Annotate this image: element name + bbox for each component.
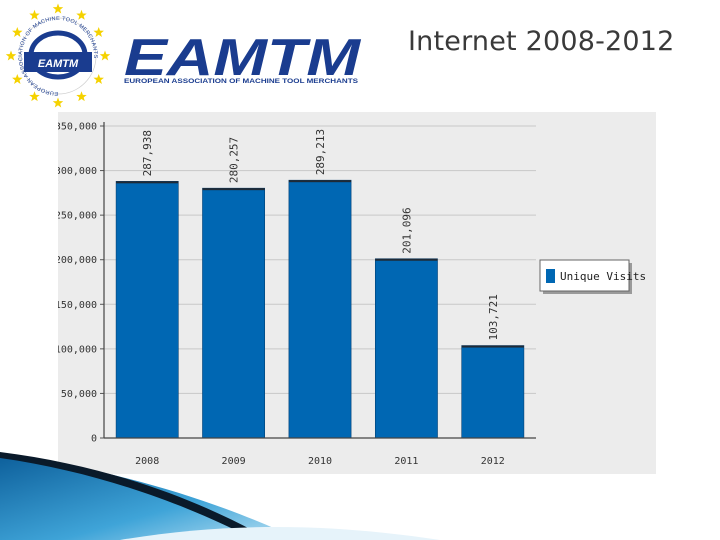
bar-value-label: 201,096 <box>400 207 413 253</box>
x-tick-label: 2011 <box>394 456 418 467</box>
x-tick-label: 2009 <box>222 456 246 467</box>
bar-2010 <box>288 179 352 439</box>
decorative-swoosh <box>0 452 440 540</box>
star-icon <box>76 9 87 20</box>
emblem-label: EAMTM <box>38 58 79 70</box>
emblem-stars <box>5 3 111 108</box>
y-tick-label: 100,000 <box>58 344 97 355</box>
star-icon <box>93 27 104 37</box>
star-icon <box>52 97 64 108</box>
star-icon <box>99 50 111 61</box>
star-icon <box>5 50 17 61</box>
y-tick-label: 150,000 <box>58 300 97 311</box>
star-icon <box>12 27 23 37</box>
logo-tagline: EUROPEAN ASSOCIATION OF MACHINE TOOL MER… <box>124 78 359 85</box>
star-icon <box>52 3 64 14</box>
y-tick-label: 0 <box>91 434 97 445</box>
bar-2011 <box>374 258 438 439</box>
bar-value-label: 287,938 <box>141 130 154 176</box>
x-axis-ticks: 2008 2009 2010 2011 2012 <box>135 456 505 467</box>
y-axis-ticks: 0 50,000 100,000 150,000 200,000 250,000 300,0… <box>58 122 104 445</box>
chart-legend: Unique Visits <box>539 259 646 294</box>
bar-value-label: 280,257 <box>228 137 241 183</box>
bar-2008 <box>115 181 179 439</box>
chart-axes <box>103 122 536 439</box>
bar-top-edge <box>116 181 179 184</box>
y-tick-label: 50,000 <box>61 389 97 400</box>
bar-top-edge <box>375 258 438 261</box>
bar-top-edge <box>288 180 352 183</box>
bar-chart: 0 50,000 100,000 150,000 200,000 250,000 300,0… <box>58 122 646 468</box>
x-tick-label: 2012 <box>481 456 505 467</box>
emblem-e-icon <box>24 30 92 80</box>
slide-title: Internet 2008-2012 <box>408 26 675 57</box>
x-tick-label: 2010 <box>308 456 332 467</box>
bar-2012 <box>461 345 525 439</box>
bar-top-edge <box>461 345 524 348</box>
chart-panel: 0 50,000 100,000 150,000 200,000 250,000 300,0… <box>58 112 656 474</box>
y-tick-label: 300,000 <box>58 166 97 177</box>
chart-bars <box>115 179 525 439</box>
legend-swatch <box>546 269 555 283</box>
star-icon <box>76 91 87 102</box>
y-tick-label: 200,000 <box>58 255 97 266</box>
bar-value-label: 103,721 <box>487 294 500 340</box>
star-icon <box>12 74 23 84</box>
bar-2009 <box>202 187 266 439</box>
bar-top-edge <box>202 188 265 191</box>
bar-value-label: 289,213 <box>314 129 327 175</box>
logo-wordmark: EAMTM <box>124 29 362 87</box>
star-icon <box>93 74 104 84</box>
x-tick-label: 2008 <box>135 456 159 467</box>
y-tick-label: 250,000 <box>58 211 97 222</box>
eamtm-logo: EUROPEAN ASSOCIATION OF MACHINE TOOL MER… <box>5 3 362 108</box>
chart-bar-labels: 287,938 280,257 289,213 201,096 103,721 <box>141 129 500 341</box>
legend-label: Unique Visits <box>560 270 646 283</box>
star-icon <box>29 91 40 102</box>
star-icon <box>29 9 40 20</box>
y-tick-label: 350,000 <box>58 122 97 133</box>
